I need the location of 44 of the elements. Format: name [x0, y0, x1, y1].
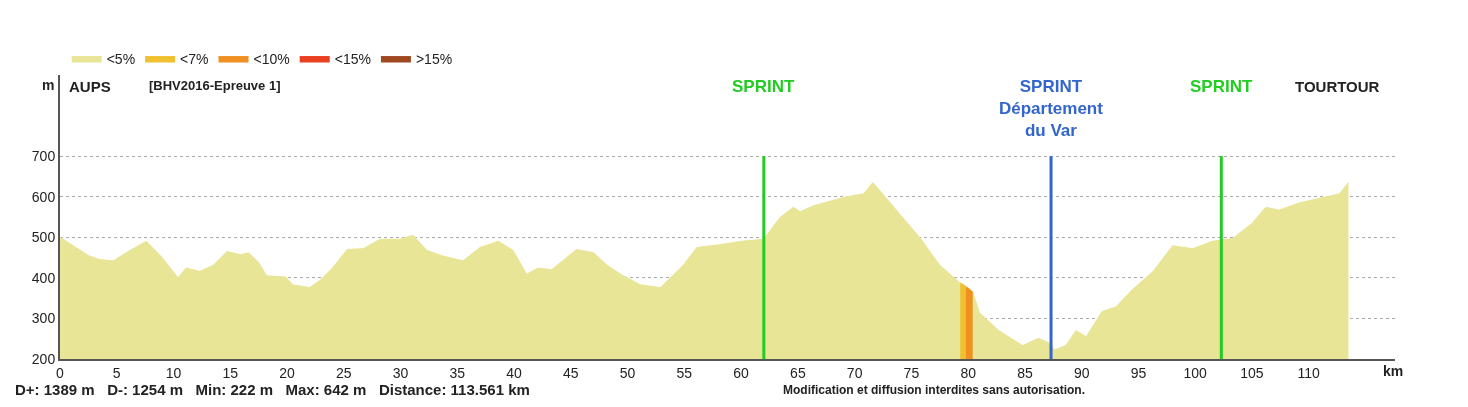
- annotation: AUPS: [69, 78, 111, 95]
- x-tick-label: 110: [1297, 364, 1321, 381]
- x-axis-title: km: [1383, 363, 1404, 379]
- y-tick-label: 500: [31, 229, 56, 246]
- x-tick-label: 95: [1130, 364, 1147, 381]
- x-tick-label: 45: [563, 364, 579, 381]
- ref-line-label: SPRINT Département du Var: [999, 77, 1104, 141]
- x-tick-label: 5: [112, 364, 121, 381]
- ref-line-label: SPRINT: [1190, 77, 1253, 96]
- x-tick-label: 10: [165, 364, 182, 381]
- y-tick-label: 200: [31, 350, 56, 367]
- x-tick-label: 25: [336, 364, 352, 381]
- x-tick-label: 105: [1240, 364, 1264, 381]
- legend-label: <15%: [334, 51, 371, 68]
- x-tick-label: 55: [676, 364, 693, 381]
- annotation: TOURTOUR: [1295, 78, 1380, 95]
- x-tick-label: 80: [960, 364, 977, 381]
- legend-label: <7%: [180, 51, 209, 68]
- y-axis-title: m: [42, 77, 55, 93]
- y-tick-label: 400: [31, 269, 56, 286]
- legend-label: <10%: [253, 51, 290, 68]
- y-tick-label: 700: [31, 148, 56, 165]
- x-tick-label: 75: [903, 364, 920, 381]
- x-tick-label: 65: [790, 364, 806, 381]
- legend-label: >15%: [415, 51, 453, 68]
- y-tick-label: 300: [31, 310, 56, 327]
- x-tick-label: 40: [506, 364, 523, 381]
- legend-label: <5%: [106, 51, 136, 68]
- x-tick-label: 85: [1017, 364, 1033, 381]
- x-tick-label: 50: [619, 364, 636, 381]
- x-tick-label: 20: [279, 364, 296, 381]
- x-tick-label: 60: [733, 364, 750, 381]
- text: Modification et diffusion interdites sans autorisation.: [783, 383, 1086, 397]
- x-tick-label: 30: [392, 364, 409, 381]
- x-tick-label: 70: [846, 364, 863, 381]
- ref-line-label: SPRINT: [732, 77, 795, 96]
- chart-title: [BHV2016-Epreuve 1]: [149, 78, 281, 93]
- x-tick-label: 90: [1073, 364, 1090, 381]
- x-tick-label: 35: [449, 364, 466, 381]
- y-tick-label: 600: [31, 188, 56, 205]
- x-tick-label: 15: [222, 364, 239, 381]
- x-tick-label: 100: [1183, 364, 1208, 381]
- text: D+: 1389 m D-: 1254 m Min: 222 m Max: 642 m Distance: 113.561 km: [15, 381, 530, 398]
- x-tick-label: 0: [56, 364, 65, 381]
